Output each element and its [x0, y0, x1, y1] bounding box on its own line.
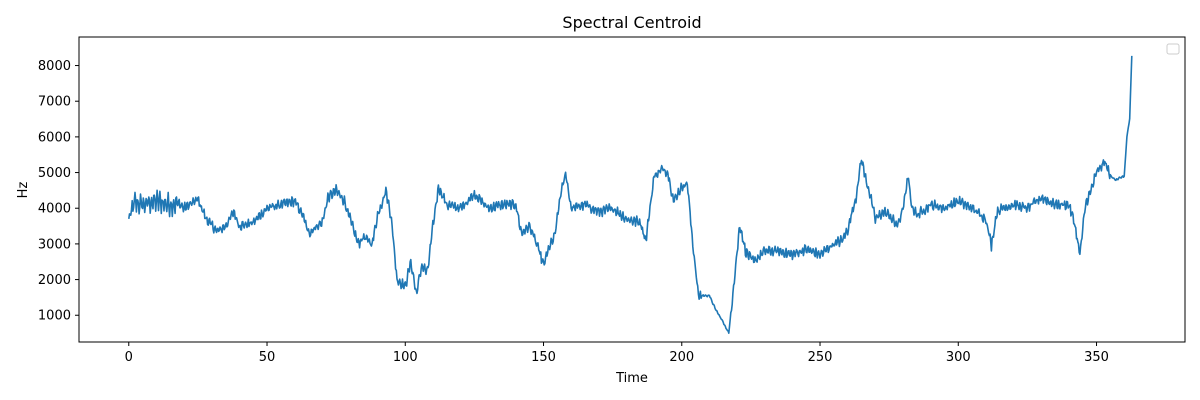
x-tick-label: 350 [1084, 350, 1109, 365]
axes-frame [78, 36, 1186, 343]
y-tick-label: 4000 [38, 202, 71, 217]
chart-title: Spectral Centroid [562, 13, 701, 32]
y-tick-label: 7000 [38, 95, 71, 110]
x-tick-label: 150 [531, 350, 556, 365]
y-tick-label: 8000 [38, 59, 71, 74]
y-tick-label: 3000 [38, 237, 71, 252]
x-tick-label: 200 [669, 350, 694, 365]
y-tick-label: 6000 [38, 130, 71, 145]
y-tick-label: 1000 [38, 309, 71, 324]
legend-box [1166, 43, 1180, 55]
x-axis-label: Time [615, 371, 648, 386]
y-axis-ticks: 1000 2000 3000 4000 5000 6000 7000 8000 [38, 59, 79, 324]
x-axis-ticks: 0 50 100 150 200 250 300 350 [125, 342, 1109, 365]
plot-area [78, 36, 1186, 343]
x-tick-label: 300 [946, 350, 971, 365]
x-tick-label: 100 [393, 350, 418, 365]
x-tick-label: 250 [808, 350, 833, 365]
y-tick-label: 5000 [38, 166, 71, 181]
series-line [128, 55, 1133, 335]
y-tick-label: 2000 [38, 273, 71, 288]
x-tick-label: 0 [125, 350, 133, 365]
x-tick-label: 50 [259, 350, 276, 365]
y-axis-label: Hz [16, 182, 31, 199]
